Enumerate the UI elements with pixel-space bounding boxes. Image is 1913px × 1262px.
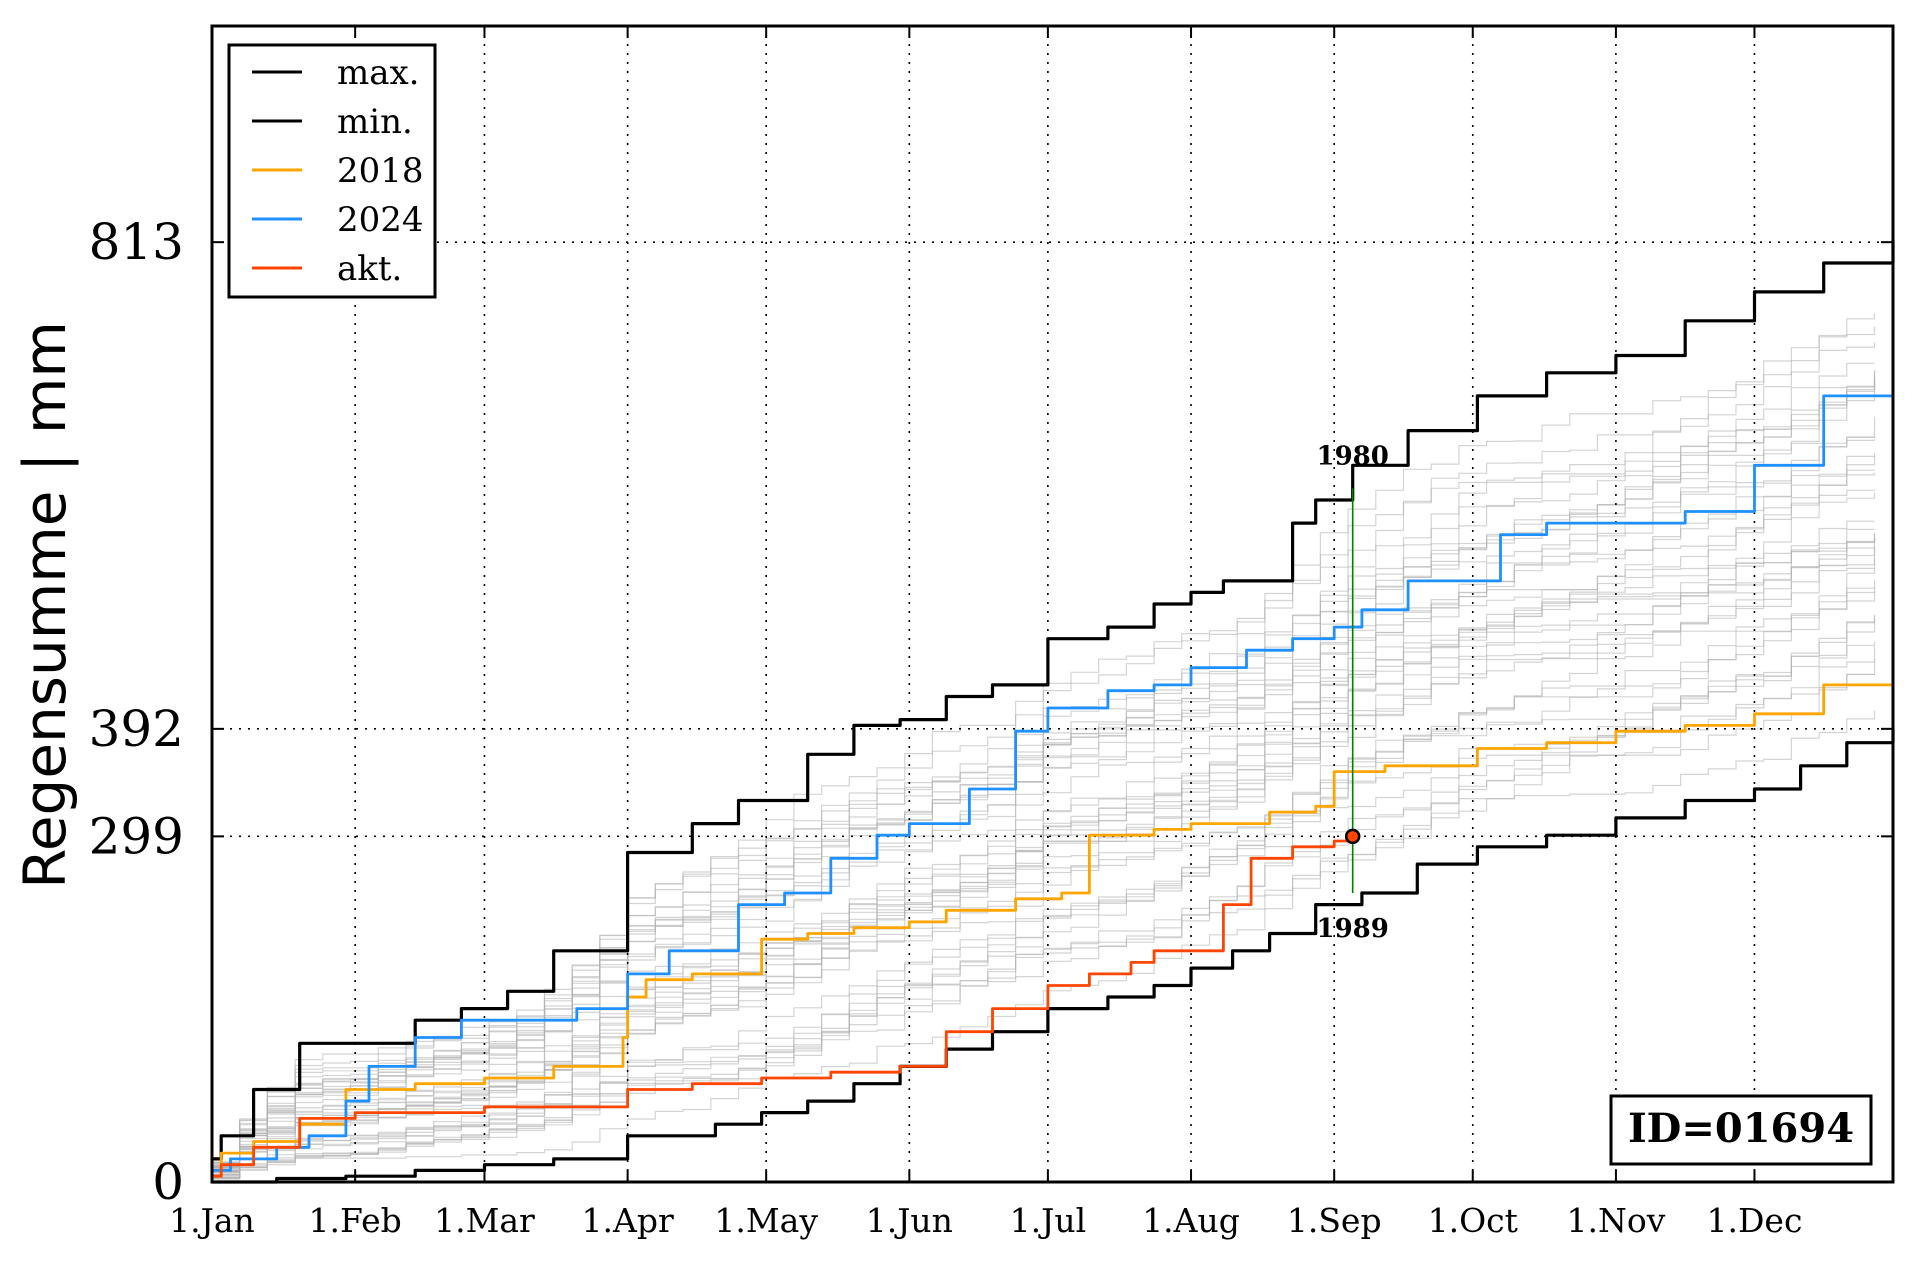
annotation-max-on-date: 1980 (1316, 441, 1388, 471)
x-tick-label: 1.May (714, 1201, 818, 1240)
x-tick-label: 1.Feb (309, 1201, 402, 1240)
plot-frame (210, 24, 1895, 1184)
background-curve (212, 326, 1876, 1163)
background-curve (212, 379, 1876, 1168)
series-line-max (212, 239, 1895, 1161)
annotation-min-on-date: 1989 (1316, 914, 1388, 944)
x-tick-label: 1.Nov (1566, 1201, 1665, 1240)
legend-label: min. (337, 102, 413, 142)
legend-box (227, 43, 437, 299)
legend-label: akt. (337, 249, 402, 289)
background-curve (212, 558, 1876, 1176)
x-tick-label: 1.Jun (866, 1201, 953, 1240)
x-tick-label: 1.Mar (434, 1201, 535, 1240)
legend-label: 2024 (337, 200, 424, 240)
id-label: ID=01694 (1628, 1105, 1854, 1152)
legend: max. min. 2018 2024 akt. (227, 43, 437, 299)
background-curves (212, 313, 1876, 1180)
axes (210, 24, 1895, 1184)
x-axis-ticks: 1.Jan 1.Feb 1.Mar 1.Apr 1.May 1.Jun 1.Jul 1.Aug… (169, 26, 1802, 1240)
x-tick-label: 1.Aug (1142, 1201, 1240, 1240)
x-tick-label: 1.Jan (169, 1201, 255, 1240)
background-curve (212, 416, 1876, 1169)
series-line-min (212, 728, 1895, 1184)
x-tick-label: 1.Dec (1706, 1201, 1802, 1240)
y-tick-label: 0 (152, 1153, 184, 1211)
background-curve (212, 619, 1876, 1179)
series-line-2018 (212, 650, 1895, 1178)
background-curve (212, 614, 1876, 1180)
background-curve (212, 586, 1876, 1178)
series-line-akt (212, 836, 1355, 1178)
x-tick-label: 1.Apr (582, 1201, 674, 1240)
y-tick-label: 813 (89, 213, 184, 271)
y-tick-label: 299 (89, 807, 184, 865)
background-curve (212, 370, 1876, 1168)
x-tick-label: 1.Jul (1010, 1201, 1087, 1240)
background-curve (212, 489, 1876, 1170)
series-lines (212, 239, 1895, 1184)
background-curve (212, 520, 1875, 1172)
x-tick-label: 1.Oct (1428, 1201, 1518, 1240)
y-tick-label: 392 (89, 700, 184, 758)
series-line-2024 (212, 355, 1895, 1172)
legend-label: 2018 (337, 151, 424, 191)
background-curve (212, 567, 1875, 1174)
current-marker: 1980 1989 (1316, 441, 1388, 944)
y-axis-label: Regensumme | mm (11, 321, 79, 889)
x-tick-label: 1.Sep (1287, 1201, 1382, 1240)
legend-label: max. (337, 53, 420, 93)
current-value-point (1344, 828, 1361, 845)
grid (212, 26, 1893, 1182)
y-axis-ticks: 0 299 392 813 (89, 213, 1893, 1211)
background-curve (212, 710, 1876, 1179)
id-box: ID=01694 (1609, 1094, 1873, 1166)
